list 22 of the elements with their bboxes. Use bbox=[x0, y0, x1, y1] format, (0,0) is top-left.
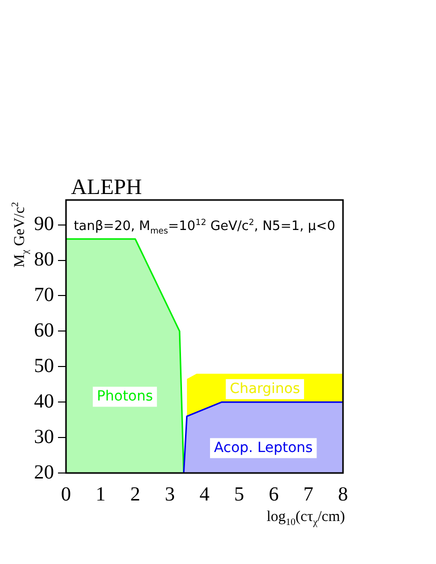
x-tick-label: 4 bbox=[200, 483, 210, 506]
y-tick-label: 60 bbox=[34, 319, 54, 342]
y-tick-label: 50 bbox=[34, 354, 54, 377]
y-axis-title: Mχ GeV/c2 bbox=[10, 202, 31, 268]
x-tick-label: 0 bbox=[61, 483, 71, 506]
chart-title: ALEPH bbox=[71, 174, 142, 199]
y-tick-label: 90 bbox=[34, 213, 54, 236]
x-tick-label: 8 bbox=[338, 483, 348, 506]
x-tick-label: 2 bbox=[130, 483, 140, 506]
y-tick-label: 20 bbox=[34, 461, 54, 484]
series-label: Charginos bbox=[230, 380, 300, 397]
y-tick-label: 80 bbox=[34, 248, 54, 271]
y-tick-label: 70 bbox=[34, 284, 54, 306]
x-tick-label: 5 bbox=[234, 483, 244, 506]
x-tick-label: 1 bbox=[96, 483, 106, 506]
y-tick-label: 30 bbox=[34, 426, 54, 448]
series-label: Photons bbox=[96, 388, 153, 404]
x-tick-label: 7 bbox=[303, 483, 314, 506]
y-tick-label: 40 bbox=[34, 390, 54, 412]
x-tick-label: 3 bbox=[164, 483, 175, 506]
x-tick-label: 6 bbox=[268, 483, 279, 506]
series-label: Acop. Leptons bbox=[214, 440, 313, 456]
